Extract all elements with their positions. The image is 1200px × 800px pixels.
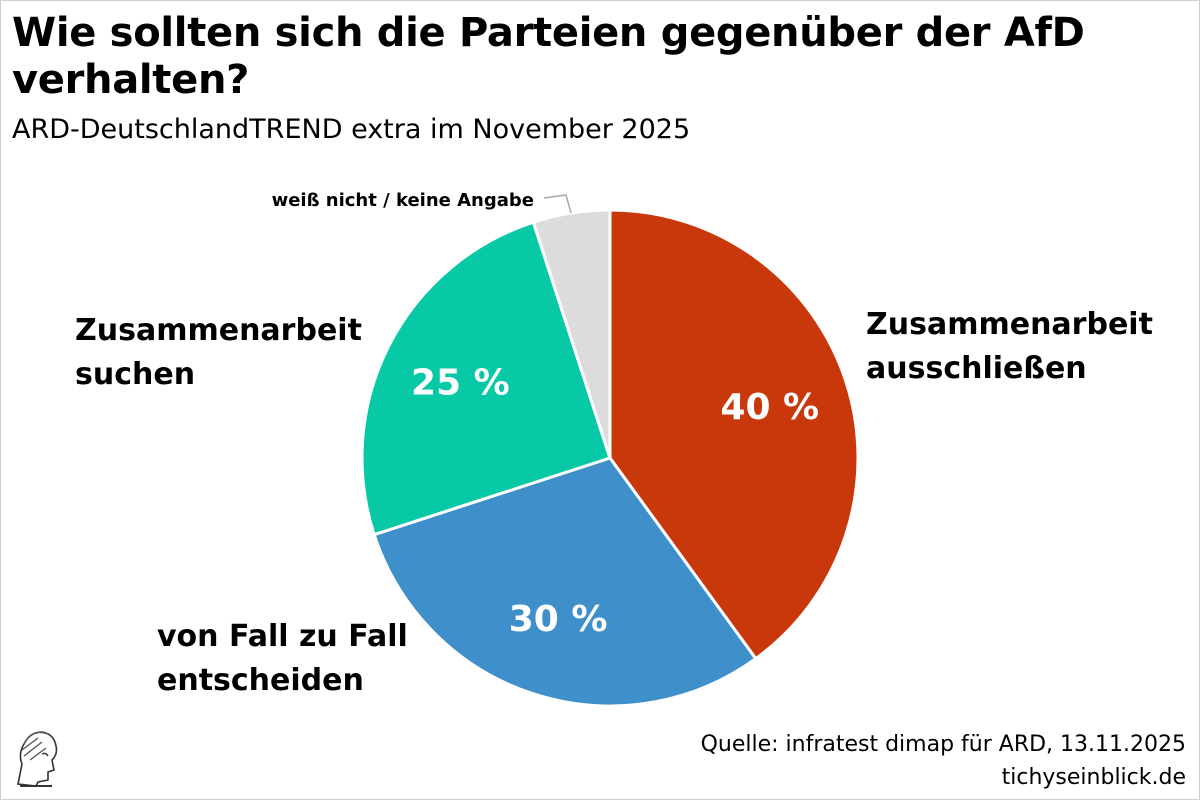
source-note: Quelle: infratest dimap für ARD, 13.11.2…	[701, 728, 1186, 794]
slice-von-fall-zu-fall-category-label: von Fall zu Fall entscheiden	[157, 619, 408, 698]
slice-weiss-nicht-category-label: weiß nicht / keine Angabe	[272, 190, 534, 211]
chart-subtitle: ARD-DeutschlandTREND extra im November 2…	[12, 114, 691, 145]
slice-ausschliessen-value-label: 40 %	[720, 387, 819, 428]
slice-suchen-value-label: 25 %	[411, 363, 510, 404]
source-text: Quelle: infratest dimap für ARD, 13.11.2…	[700, 732, 1186, 757]
slice-ausschliessen	[608, 208, 860, 661]
slice-weiss-nicht	[531, 208, 612, 460]
chart-title: Wie sollten sich die Parteien gegenüber …	[12, 10, 1085, 103]
slice-von-fall-zu-fall-value-label: 30 %	[509, 599, 608, 640]
slice-von-fall-zu-fall	[372, 456, 758, 708]
slice-suchen	[360, 220, 612, 537]
slice-suchen-category-label: Zusammenarbeit suchen	[75, 313, 362, 392]
leader-line	[543, 194, 572, 214]
slice-ausschliessen-category-label: Zusammenarbeit ausschließen	[866, 307, 1153, 386]
publisher-logo-icon	[17, 731, 58, 787]
site-text: tichyseinblick.de	[1001, 765, 1186, 790]
